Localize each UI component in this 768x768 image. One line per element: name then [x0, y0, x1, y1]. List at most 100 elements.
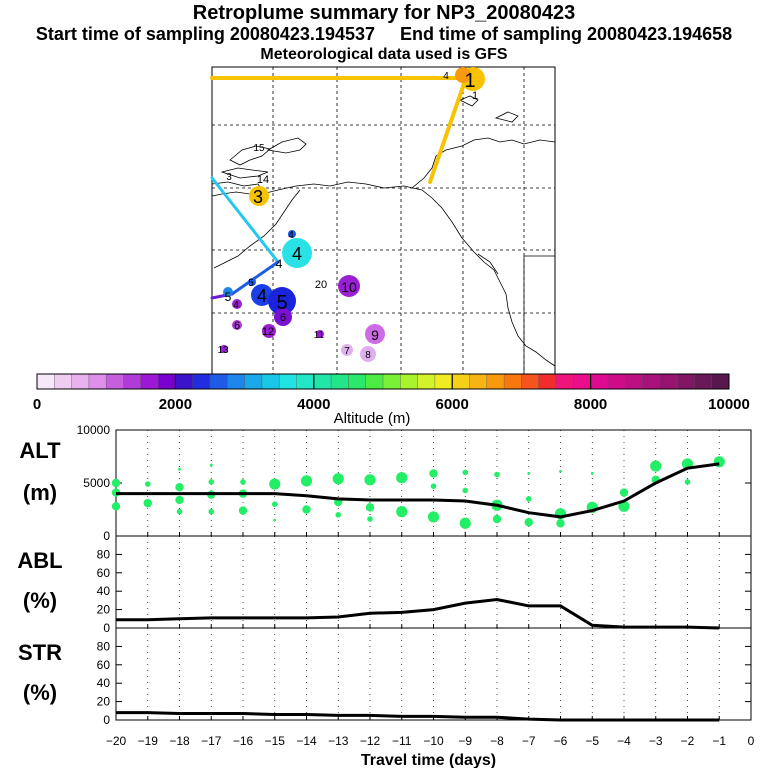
altitude-point	[335, 512, 342, 518]
altitude-point	[556, 519, 565, 528]
colorbar-tick-label: 0	[33, 396, 41, 413]
colorbar-cell	[452, 374, 470, 389]
altitude-point	[175, 483, 184, 492]
colorbar-cell	[192, 374, 211, 389]
altitude-point	[590, 472, 594, 475]
cluster-marker-small-purple	[232, 320, 242, 330]
cluster-label: 20	[315, 279, 327, 291]
colorbar-cell	[417, 374, 436, 389]
altitude-point	[111, 478, 121, 488]
y-tick-label: 60	[97, 658, 111, 672]
cluster-label: 6	[280, 312, 286, 324]
cluster-label: 4	[233, 300, 239, 311]
altitude-point	[144, 481, 151, 487]
time-series-panels: 10000 5000 0 ALT (m) 80 60 40 20 0 ABL (%) 80 60 40 20 0…	[17, 423, 754, 768]
y-tick-label: 60	[97, 566, 111, 580]
altitude-point	[618, 500, 630, 512]
cluster-label: 7	[344, 346, 350, 357]
abl-line	[116, 597, 720, 630]
x-tick-label: −17	[201, 734, 222, 748]
colorbar-cell	[504, 374, 522, 389]
altitude-point	[269, 478, 281, 490]
cluster-markers	[220, 67, 485, 362]
cluster-label: 4	[292, 244, 302, 264]
colorbar-cell	[88, 374, 107, 389]
x-tick-label: 0	[748, 734, 755, 748]
altitude-point	[240, 479, 246, 485]
x-tick-label: −16	[233, 734, 254, 748]
colorbar-cell	[365, 374, 384, 389]
cluster-marker-6	[274, 308, 292, 326]
trajectory-path-blue	[230, 260, 280, 296]
colorbar-frame	[36, 373, 730, 390]
met-data-label: Meteorological data used is GFS	[260, 46, 508, 63]
cluster-marker-5	[268, 287, 296, 315]
colorbar-cell	[400, 374, 419, 389]
colorbar-cell	[521, 374, 540, 389]
altitude-point	[273, 518, 277, 522]
cluster-label: 4	[257, 286, 267, 306]
end-time-label: End time of sampling 20080423.194658	[400, 24, 733, 44]
colorbar-cell	[659, 374, 678, 389]
colorbar-cell	[677, 374, 695, 389]
colorbar-cell	[556, 374, 574, 389]
colorbar-cell	[37, 374, 55, 389]
colorbar-tick-label: 2000	[159, 396, 192, 413]
colorbar-tick-label: 8000	[574, 396, 607, 413]
colorbar-cell	[486, 374, 505, 389]
cluster-label: 15	[253, 143, 265, 154]
x-tick-label: −13	[328, 734, 349, 748]
x-tick-label: −9	[458, 734, 472, 748]
cluster-label: 1	[472, 90, 478, 102]
altitude-point	[430, 483, 437, 489]
altitude-point	[427, 511, 440, 523]
cluster-label: 4	[443, 71, 449, 82]
x-tick-label: −20	[106, 734, 127, 748]
cluster-marker-8	[360, 346, 376, 362]
cluster-marker-12	[262, 324, 276, 338]
colorbar-cell	[348, 374, 367, 389]
x-tick-label: −5	[585, 734, 599, 748]
cluster-label: 8	[365, 350, 371, 361]
altitude-point	[524, 518, 533, 527]
altitude-point	[367, 516, 373, 522]
altitude-point	[300, 475, 313, 487]
trajectory-paths	[210, 76, 468, 300]
colorbar-cell	[538, 374, 557, 389]
altitude-point	[429, 469, 438, 478]
x-axis-label: Travel time (days)	[361, 752, 496, 768]
cluster-marker-9	[365, 324, 385, 344]
colorbar-tick-label: 6000	[436, 396, 469, 413]
cluster-label: 4	[276, 257, 283, 271]
colorbar-cell	[123, 374, 142, 389]
x-tick-label: −14	[296, 734, 317, 748]
y-tick-label: 0	[103, 713, 110, 727]
cluster-label: 1	[464, 70, 475, 92]
colorbar-cell	[625, 374, 643, 389]
colorbar-cell	[590, 374, 609, 389]
y-tick-label: 5000	[83, 476, 110, 490]
cluster-label: 6	[234, 320, 240, 332]
y-tick-label: 40	[97, 676, 111, 690]
colorbar-cell	[175, 374, 194, 389]
colorbar-cell	[210, 374, 228, 389]
altitude-point	[462, 487, 469, 494]
altitude-point	[208, 479, 215, 485]
x-tick-label: −19	[138, 734, 159, 748]
colorbar-cell	[434, 374, 453, 389]
colorbar-cell	[296, 374, 315, 389]
colorbar-label: Altitude (m)	[334, 410, 411, 427]
altitude-point	[238, 506, 248, 515]
altitude-point	[462, 469, 469, 476]
panel-label-abl: (%)	[23, 588, 57, 613]
altitude-median-line	[116, 462, 720, 519]
cluster-label: 5	[248, 278, 254, 289]
cluster-label: 11	[314, 330, 325, 341]
cluster-label: 9	[371, 327, 379, 343]
altitude-point	[175, 495, 184, 505]
altitude-point	[332, 473, 344, 485]
altitude-point	[208, 508, 215, 515]
colorbar-cell	[54, 374, 73, 389]
cluster-label: 5	[276, 292, 287, 314]
